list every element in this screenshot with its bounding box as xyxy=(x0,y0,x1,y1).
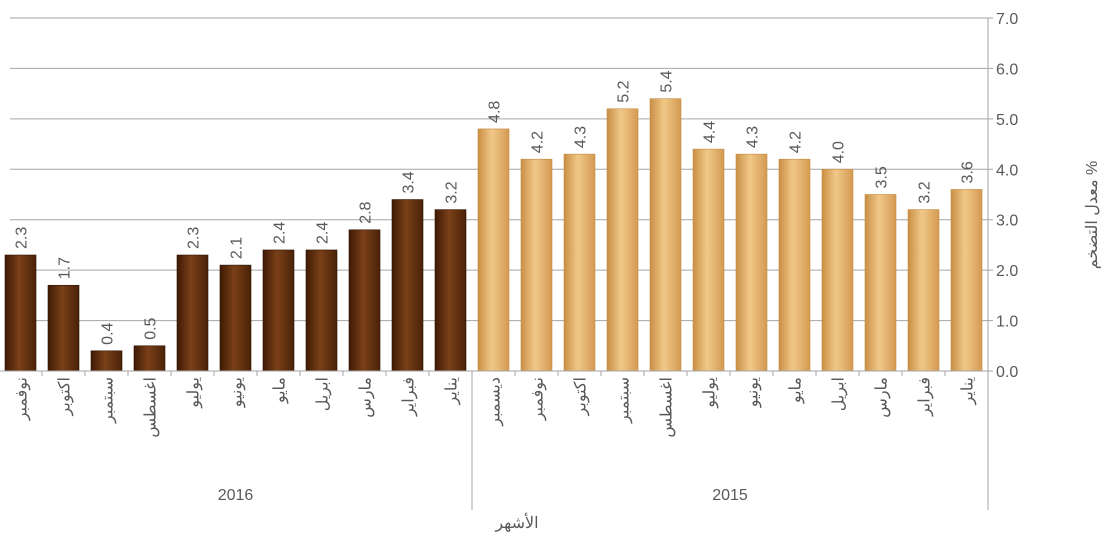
y-tick-label: 2.0 xyxy=(996,263,1018,280)
bar-2015 xyxy=(864,194,897,372)
bar-2016 xyxy=(262,249,295,372)
data-label: 2.3 xyxy=(186,227,203,249)
bar-2015 xyxy=(606,108,639,372)
x-tick-label: اغسطس xyxy=(659,377,676,438)
y-tick-label: 6.0 xyxy=(996,61,1018,78)
data-label: 4.8 xyxy=(487,101,504,123)
x-tick-label: مايو xyxy=(788,377,805,404)
data-label: 4.0 xyxy=(831,141,848,163)
y-tick-label: 7.0 xyxy=(996,11,1018,28)
x-tick-label: نوفمبر xyxy=(530,377,547,421)
bar-2015 xyxy=(692,148,725,372)
x-tick-label: سبتمبر xyxy=(100,377,117,424)
x-tick-label: اغسطس xyxy=(143,377,160,438)
group-label-2015: 2015 xyxy=(712,487,748,504)
x-axis-title: الأشهر xyxy=(494,513,538,532)
data-label: 4.2 xyxy=(530,131,547,153)
data-label: 5.2 xyxy=(616,80,633,102)
y-axis-title: معدل التضخم % xyxy=(1084,161,1101,269)
data-label: 2.3 xyxy=(14,227,31,249)
data-labels: 3.6 3.2 3.5 4.0 4.2 4.3 4.4 5.4 5.2 4.3 4.2 4.8 3.2 3… xyxy=(14,70,977,344)
data-label: 1.7 xyxy=(57,257,74,279)
bar-2016 xyxy=(219,264,252,372)
x-tick-label: فبراير xyxy=(917,377,934,417)
x-tick-label: ديسمبر xyxy=(487,377,504,427)
x-tick-label: نوفمبر xyxy=(14,377,31,421)
data-label: 4.3 xyxy=(573,126,590,148)
data-label: 3.6 xyxy=(960,161,977,183)
x-tick-label: مارس xyxy=(358,377,375,418)
data-label: 5.4 xyxy=(659,70,676,92)
x-tick-label: مايو xyxy=(272,377,289,404)
axes: 0.0 1.0 2.0 3.0 4.0 5.0 6.0 7.0 يناير فبراير مارس ا… xyxy=(0,11,1018,510)
data-label: 0.5 xyxy=(143,317,160,339)
bar-2015 xyxy=(907,209,940,372)
bar-2015 xyxy=(778,158,811,372)
bar-2016 xyxy=(305,249,338,372)
bar-2015 xyxy=(563,153,596,372)
x-tick-label: يونيو xyxy=(745,377,762,408)
group-label-2016: 2016 xyxy=(218,487,254,504)
x-tick-label: ابريل xyxy=(315,377,332,411)
bar-2015 xyxy=(477,128,510,372)
y-tick-label: 0.0 xyxy=(996,364,1018,381)
bar-2015 xyxy=(821,168,854,372)
bar-2016 xyxy=(348,229,381,372)
bar-2015 xyxy=(950,189,983,372)
data-label: 2.4 xyxy=(272,222,289,244)
x-tick-label: يوليو xyxy=(702,377,719,409)
data-label: 4.3 xyxy=(745,126,762,148)
y-tick-label: 4.0 xyxy=(996,162,1018,179)
bars xyxy=(4,98,983,372)
data-label: 2.8 xyxy=(358,201,375,223)
data-label: 4.2 xyxy=(788,131,805,153)
x-tick-label: يناير xyxy=(960,377,977,405)
x-tick-label: يوليو xyxy=(186,377,203,409)
bar-2015 xyxy=(649,98,682,372)
bar-2016 xyxy=(47,284,80,372)
data-label: 2.4 xyxy=(315,222,332,244)
x-tick-label: فبراير xyxy=(401,377,418,417)
bar-2016 xyxy=(434,209,467,372)
bar-2015 xyxy=(520,158,553,372)
data-label: 0.4 xyxy=(100,322,117,344)
data-label: 3.2 xyxy=(917,181,934,203)
data-label: 2.1 xyxy=(229,237,246,259)
y-tick-label: 3.0 xyxy=(996,213,1018,230)
x-tick-label: يناير xyxy=(444,377,461,405)
data-label: 4.4 xyxy=(702,121,719,143)
bar-2016 xyxy=(90,350,123,372)
x-tick-label: مارس xyxy=(874,377,891,418)
bar-2016 xyxy=(4,254,37,372)
x-tick-label: يونيو xyxy=(229,377,246,408)
x-tick-label: اكتوبر xyxy=(57,377,74,416)
y-tick-label: 5.0 xyxy=(996,112,1018,129)
data-label: 3.4 xyxy=(401,171,418,193)
data-label: 3.5 xyxy=(874,166,891,188)
x-tick-label: ابريل xyxy=(831,377,848,411)
bar-2016 xyxy=(176,254,209,372)
bar-2015 xyxy=(735,153,768,372)
bar-2016 xyxy=(391,199,424,372)
data-label: 3.2 xyxy=(444,181,461,203)
y-tick-label: 1.0 xyxy=(996,314,1018,331)
x-tick-label: سبتمبر xyxy=(616,377,633,424)
x-tick-label: اكتوبر xyxy=(573,377,590,416)
bar-2016 xyxy=(133,345,166,372)
